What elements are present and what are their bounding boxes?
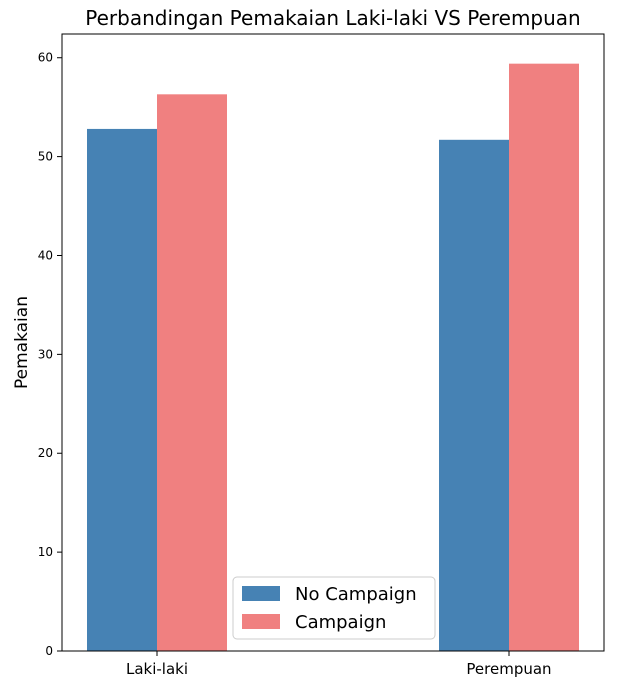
y-tick-label: 50	[38, 150, 53, 164]
bar-campaign-perempuan	[509, 63, 579, 652]
plot-frame	[61, 33, 605, 652]
legend: No Campaign Campaign	[232, 576, 436, 640]
legend-swatch	[242, 614, 280, 629]
legend-box	[232, 576, 436, 640]
y-tick-label: 30	[38, 347, 53, 361]
bar-no-campaign-perempuan	[439, 139, 509, 651]
y-tick-label: 0	[45, 644, 53, 658]
x-tick-label: Laki-laki	[126, 660, 188, 678]
legend-label: Campaign	[295, 612, 386, 633]
y-tick-label: 10	[38, 545, 53, 559]
bar-campaign-laki-laki	[157, 94, 227, 652]
plot-area: Laki-laki Perempuan 0 10 20 30 40 50 60	[38, 33, 605, 678]
x-tick-label: Perempuan	[466, 660, 551, 678]
bar-no-campaign-laki-laki	[87, 128, 157, 651]
chart-title: Perbandingan Pemakaian Laki-laki VS Pere…	[85, 6, 580, 30]
y-tick-label: 40	[38, 248, 53, 262]
legend-label: No Campaign	[295, 584, 417, 605]
y-tick-label: 60	[38, 51, 53, 65]
y-axis-label: Pemakaian	[12, 296, 32, 389]
y-tick-label: 20	[38, 446, 53, 460]
legend-swatch	[242, 586, 280, 601]
